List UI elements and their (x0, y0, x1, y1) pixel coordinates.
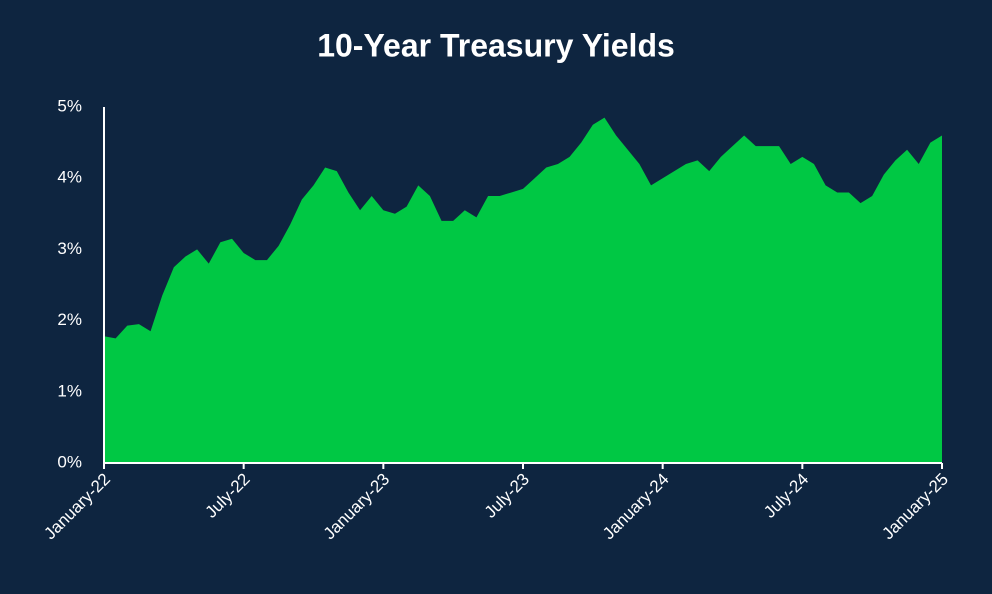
y-tick-label: 4% (57, 168, 82, 187)
y-tick-label: 3% (57, 239, 82, 258)
chart-title: 10-Year Treasury Yields (317, 27, 675, 63)
y-tick-label: 5% (57, 96, 82, 115)
y-tick-label: 1% (57, 381, 82, 400)
y-tick-label: 2% (57, 310, 82, 329)
y-tick-label: 0% (57, 452, 82, 471)
area (104, 117, 942, 464)
